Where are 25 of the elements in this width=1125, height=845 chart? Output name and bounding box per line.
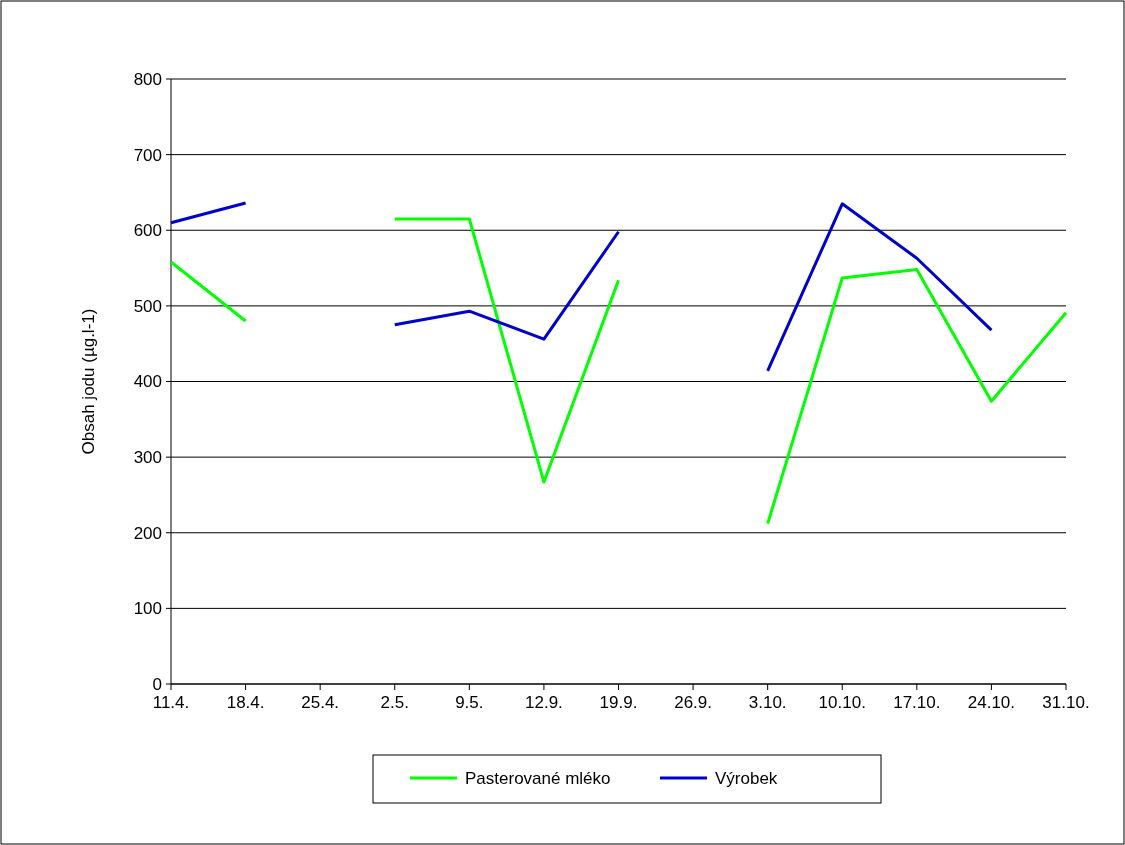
x-tick-label: 11.4. <box>152 693 190 712</box>
y-tick-label: 700 <box>133 145 162 165</box>
x-tick-label: 19.9. <box>599 693 638 712</box>
x-tick-label: 26.9. <box>674 693 712 712</box>
y-tick-label: 600 <box>133 221 162 241</box>
y-tick-label: 800 <box>133 69 162 89</box>
y-tick-label: 0 <box>152 674 162 694</box>
x-tick-label: 17.10. <box>893 693 941 712</box>
x-tick-label: 31.10. <box>1042 693 1090 712</box>
x-tick-label: 2.5. <box>380 693 409 712</box>
y-axis-title: Obsah jodu (µg.l-1) <box>79 308 98 455</box>
x-tick-label: 25.4. <box>301 693 340 712</box>
y-tick-label: 500 <box>133 296 162 316</box>
y-tick-label: 100 <box>133 599 162 619</box>
x-tick-label: 10.10. <box>818 693 866 712</box>
legend-label: Výrobek <box>715 768 778 788</box>
legend-label: Pasterované mléko <box>465 768 611 788</box>
x-tick-label: 9.5. <box>455 693 484 712</box>
x-tick-label: 18.4. <box>226 693 265 712</box>
y-tick-label: 400 <box>133 372 162 392</box>
x-tick-label: 12.9. <box>525 693 563 712</box>
x-tick-label: 24.10. <box>967 693 1016 712</box>
x-tick-label: 3.10. <box>748 693 787 712</box>
y-tick-label: 200 <box>133 523 162 543</box>
y-tick-label: 300 <box>133 448 162 468</box>
